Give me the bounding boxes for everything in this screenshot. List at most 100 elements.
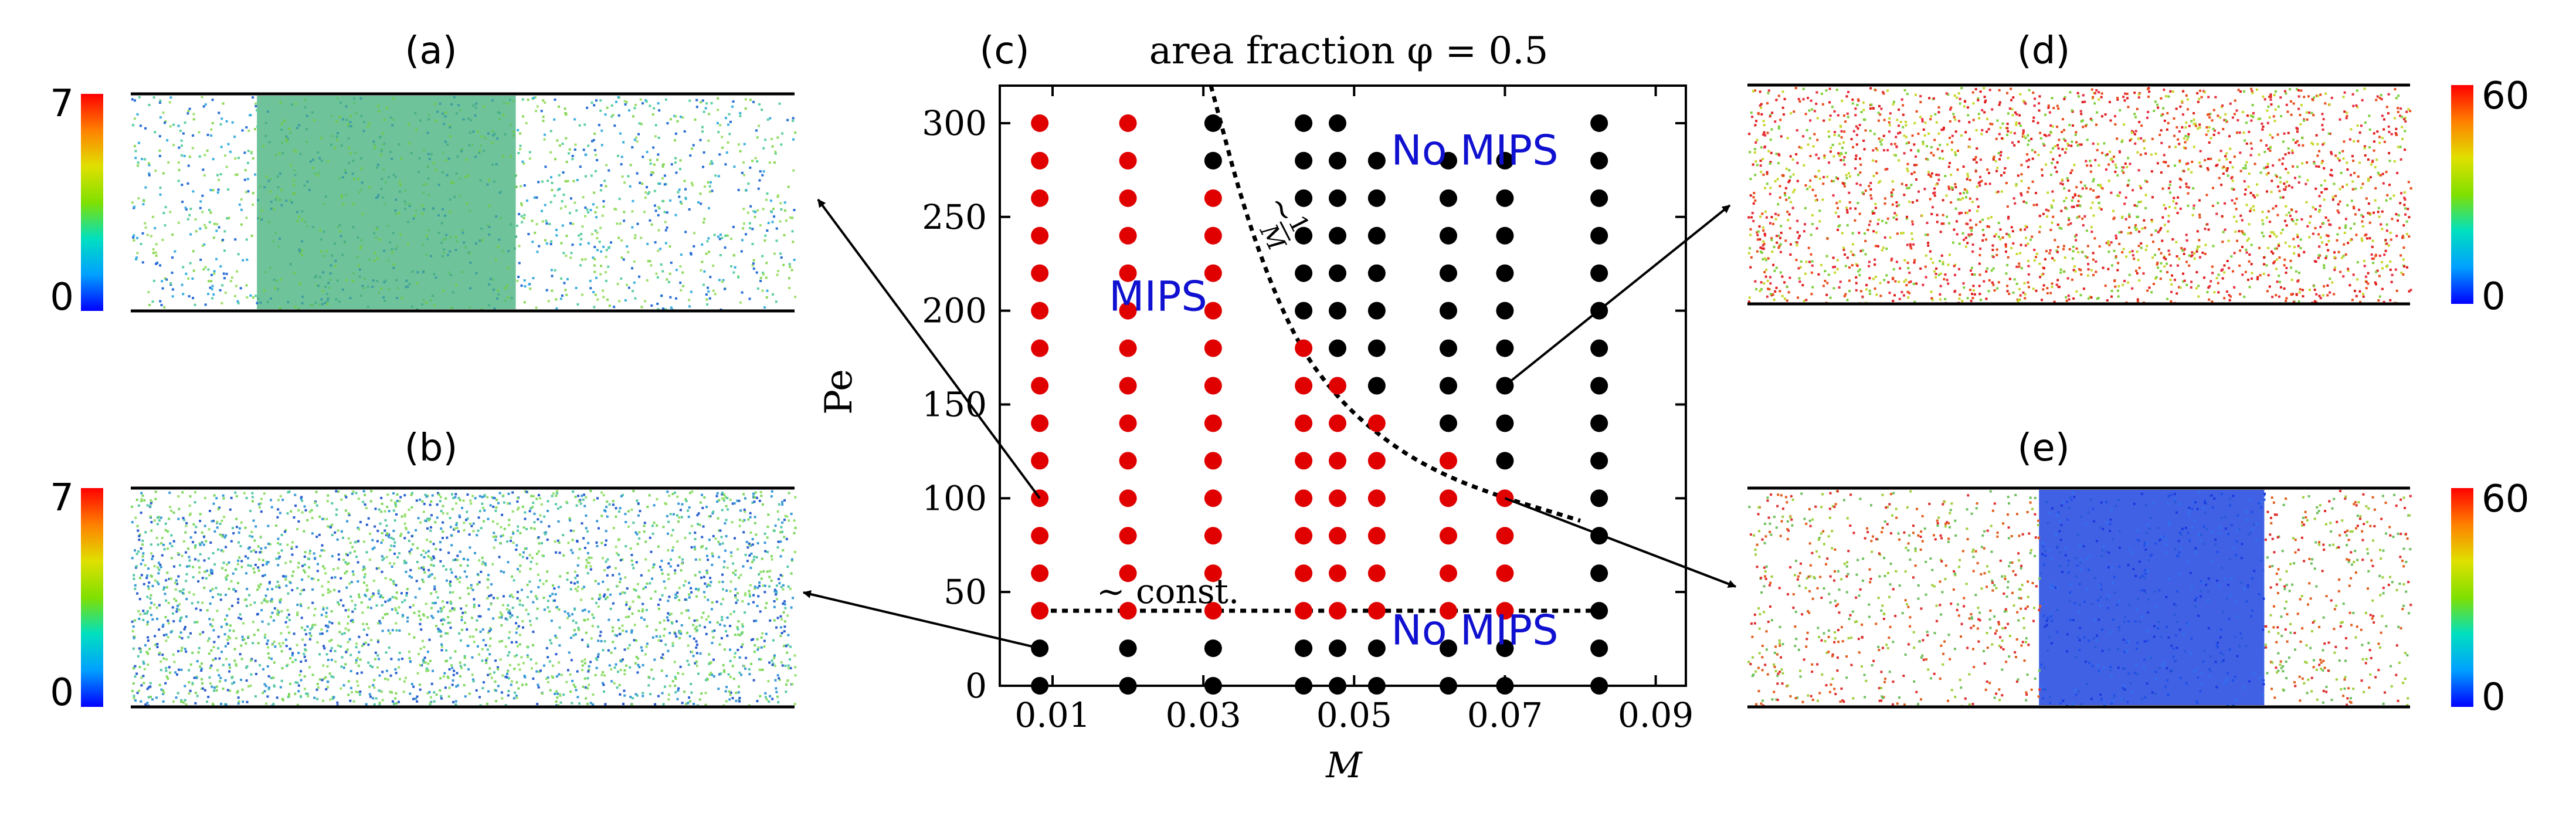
particle [212, 646, 215, 649]
particle [443, 123, 446, 126]
particle [2331, 174, 2334, 177]
particle [145, 577, 148, 580]
particle [330, 526, 332, 529]
particle [721, 146, 724, 149]
particle [2306, 179, 2309, 182]
particle [581, 664, 584, 667]
particle [752, 100, 755, 103]
particle [444, 660, 447, 663]
particle [307, 695, 310, 698]
particle [247, 635, 250, 638]
particle [136, 592, 139, 595]
particle [247, 547, 250, 550]
particle [157, 566, 159, 569]
particle [532, 631, 535, 634]
particle [230, 540, 233, 543]
particle [661, 594, 664, 597]
particle [180, 616, 183, 619]
particle [723, 624, 726, 627]
particle [555, 503, 558, 506]
particle [419, 663, 422, 666]
particle [513, 247, 516, 250]
particle [371, 666, 374, 669]
particle [304, 509, 307, 512]
particle [211, 625, 213, 628]
particle [141, 158, 144, 161]
particle [315, 284, 318, 287]
particle [186, 218, 189, 221]
particle [428, 638, 431, 641]
particle [536, 105, 539, 108]
particle [565, 235, 568, 238]
particle [780, 256, 783, 259]
particle [185, 580, 188, 583]
particle [155, 696, 158, 699]
particle [555, 704, 558, 707]
particle [763, 639, 766, 642]
particle [741, 291, 744, 294]
particle [137, 164, 140, 167]
particle [623, 591, 626, 594]
particle [616, 686, 619, 689]
particle [367, 627, 370, 629]
particle [257, 199, 260, 202]
particle [215, 229, 218, 232]
particle [338, 300, 341, 303]
particle [561, 143, 564, 145]
particle [452, 558, 455, 561]
particle [558, 551, 561, 554]
particle [597, 653, 600, 656]
particle [737, 628, 739, 631]
particle [428, 690, 431, 693]
particle [258, 558, 261, 561]
particle [761, 668, 764, 671]
particle [148, 303, 151, 306]
particle [269, 178, 272, 181]
particle [435, 168, 437, 171]
particle [362, 622, 365, 625]
particle [216, 669, 219, 672]
particle [735, 692, 738, 695]
particle [169, 211, 172, 214]
particle [293, 149, 296, 152]
particle [235, 663, 237, 666]
particle [384, 577, 387, 580]
particle [147, 636, 150, 639]
particle [763, 584, 766, 587]
particle [564, 112, 567, 115]
particle [404, 189, 407, 192]
particle [466, 564, 469, 567]
particle [273, 208, 276, 211]
particle [291, 103, 294, 106]
particle [718, 499, 721, 502]
particle [139, 124, 142, 127]
particle [359, 247, 362, 250]
particle [2020, 243, 2022, 246]
particle [464, 611, 467, 614]
particle [327, 297, 330, 300]
particle [454, 703, 457, 706]
particle [270, 506, 273, 509]
particle [583, 547, 586, 550]
particle [544, 239, 547, 242]
particle [257, 584, 260, 587]
particle [693, 637, 695, 640]
particle [285, 584, 288, 587]
particle [164, 277, 167, 280]
particle [625, 521, 627, 524]
particle [456, 684, 459, 687]
particle [494, 659, 497, 662]
particle [188, 565, 191, 568]
particle [396, 499, 399, 502]
particle [150, 502, 152, 505]
particle [520, 204, 523, 206]
particle [138, 96, 141, 99]
particle [749, 512, 752, 514]
particle [620, 239, 623, 242]
particle [433, 585, 436, 588]
particle [212, 158, 215, 161]
particle [709, 276, 712, 279]
particle [629, 605, 632, 608]
particle [734, 596, 737, 599]
particle [439, 548, 442, 551]
